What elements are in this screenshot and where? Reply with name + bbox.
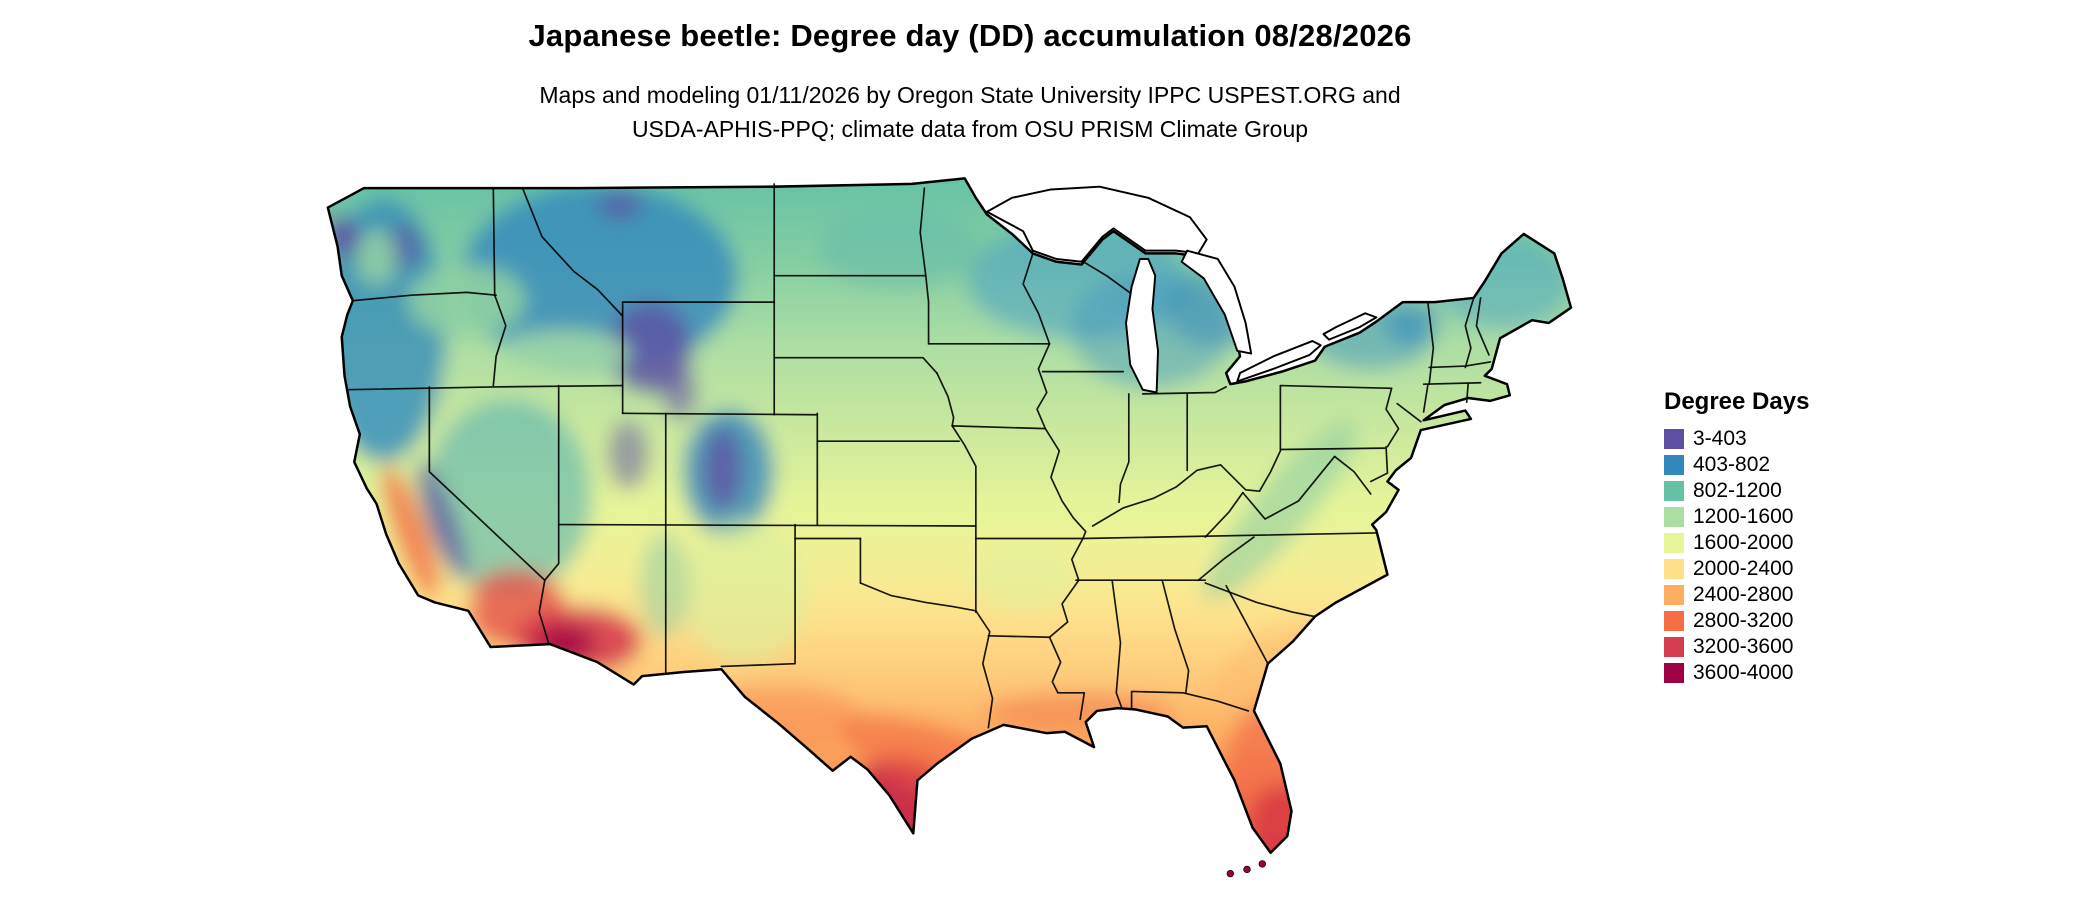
lake-ontario xyxy=(1322,312,1378,341)
map-subtitle: Maps and modeling 01/11/2026 by Oregon S… xyxy=(0,78,1940,146)
legend-swatch xyxy=(1664,637,1684,657)
legend-entry-label: 3-403 xyxy=(1693,427,1747,450)
legend-entry-label: 2000-2400 xyxy=(1693,557,1794,580)
legend-entry: 802-1200 xyxy=(1664,478,1924,504)
subtitle-line-2: USDA-APHIS-PPQ; climate data from OSU PR… xyxy=(631,116,1309,142)
lake-huron xyxy=(1180,249,1253,355)
map-title-text: Japanese beetle: Degree day (DD) accumul… xyxy=(528,18,1412,53)
legend-entry-label: 3600-4000 xyxy=(1693,661,1794,684)
lake-michigan xyxy=(1125,258,1159,394)
page-title: Japanese beetle: Degree day (DD) accumul… xyxy=(0,18,1940,54)
us-degree-day-map xyxy=(300,170,1635,907)
legend-swatch xyxy=(1664,455,1684,475)
legend-entry-label: 2800-3200 xyxy=(1693,609,1794,632)
legend-swatch xyxy=(1664,611,1684,631)
legend-entry: 1600-2000 xyxy=(1664,530,1924,556)
legend-entry: 403-802 xyxy=(1664,452,1924,478)
florida-keys xyxy=(1226,860,1266,878)
lake-superior xyxy=(985,185,1208,263)
legend-entry: 3200-3600 xyxy=(1664,634,1924,660)
legend-entry: 2800-3200 xyxy=(1664,608,1924,634)
legend-entries: 3-403 403-802 802-1200 1200-1600 1600-2000 20… xyxy=(1664,426,1924,686)
state-borders xyxy=(347,183,1492,729)
legend-entry: 1200-1600 xyxy=(1664,504,1924,530)
legend-entry: 3-403 xyxy=(1664,426,1924,452)
legend-swatch xyxy=(1664,533,1684,553)
legend-entry: 2400-2800 xyxy=(1664,582,1924,608)
legend-entry-label: 3200-3600 xyxy=(1693,635,1794,658)
legend-swatch xyxy=(1664,663,1684,683)
legend-swatch xyxy=(1664,481,1684,501)
legend-entry-label: 403-802 xyxy=(1693,453,1771,476)
legend: Degree Days 3-403 403-802 802-1200 1200-160… xyxy=(1664,388,1924,686)
legend-swatch xyxy=(1664,559,1684,579)
legend-swatch xyxy=(1664,507,1684,527)
legend-swatch xyxy=(1664,429,1684,449)
legend-title: Degree Days xyxy=(1664,388,1810,415)
us-map-svg xyxy=(326,177,1573,878)
great-lakes xyxy=(985,185,1378,394)
lake-erie xyxy=(1236,340,1322,383)
legend-swatch xyxy=(1664,585,1684,605)
legend-entry-label: 802-1200 xyxy=(1693,479,1782,502)
legend-entry-label: 1600-2000 xyxy=(1693,531,1794,554)
legend-entry-label: 1200-1600 xyxy=(1693,505,1794,528)
legend-entry: 2000-2400 xyxy=(1664,556,1924,582)
legend-entry-label: 2400-2800 xyxy=(1693,583,1794,606)
legend-entry: 3600-4000 xyxy=(1664,660,1924,686)
subtitle-line-1: Maps and modeling 01/11/2026 by Oregon S… xyxy=(539,82,1401,108)
